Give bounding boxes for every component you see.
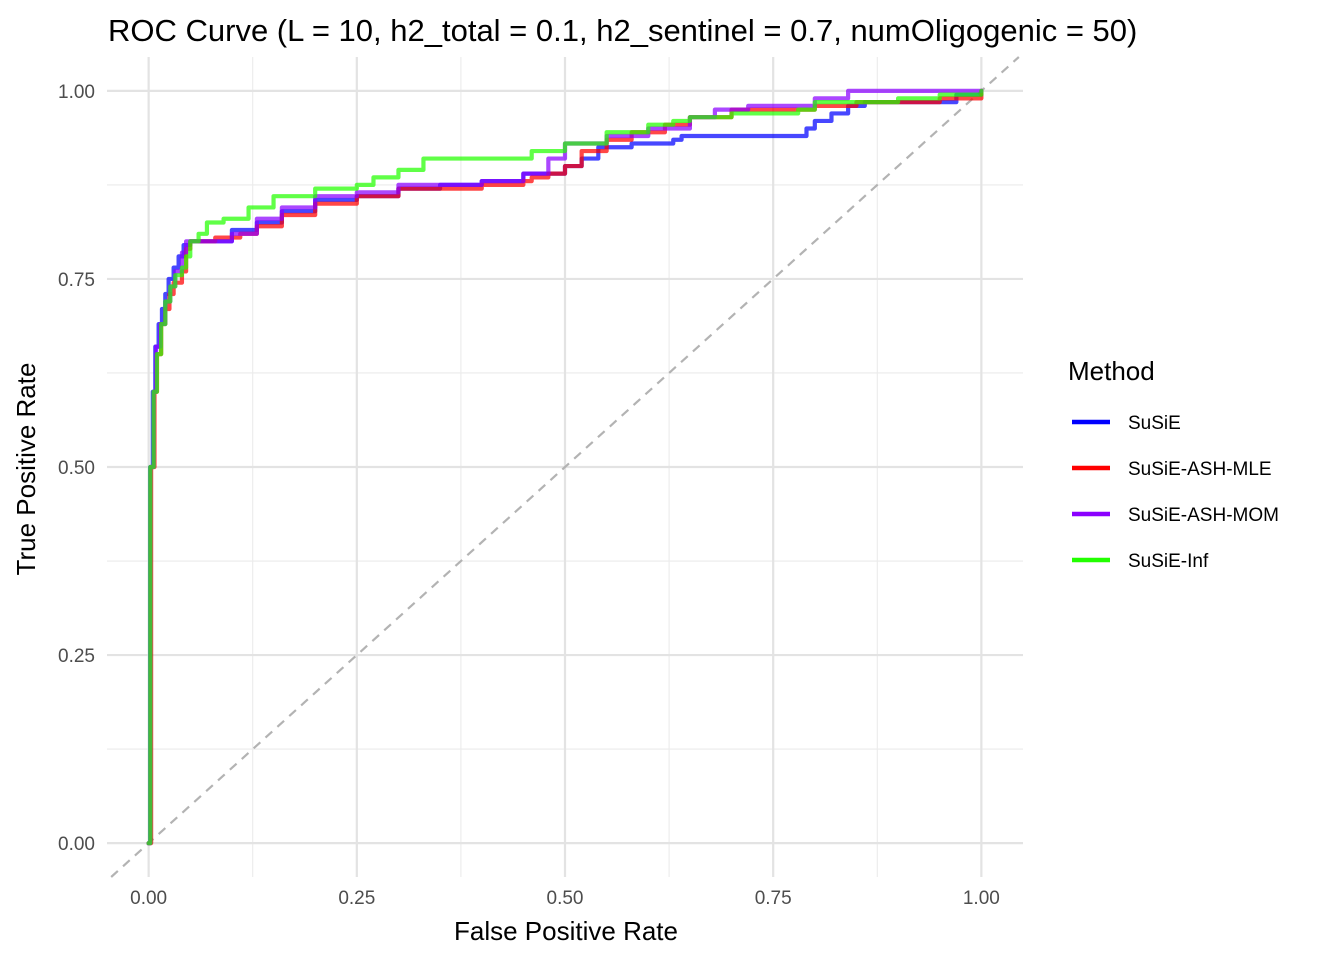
x-tick-label: 0.25 bbox=[338, 888, 375, 909]
x-tick-label: 0.75 bbox=[755, 888, 792, 909]
series-layer bbox=[146, 88, 984, 846]
legend-title: Method bbox=[1068, 356, 1155, 386]
legend-label: SuSiE bbox=[1128, 413, 1181, 434]
reference-layer bbox=[110, 56, 1020, 878]
legend-label: SuSiE-Inf bbox=[1128, 551, 1209, 572]
chart-title: ROC Curve (L = 10, h2_total = 0.1, h2_se… bbox=[108, 13, 1137, 48]
legend-items: SuSiE SuSiE-ASH-MLE SuSiE-ASH-MOM SuSiE-Inf bbox=[1072, 413, 1279, 572]
y-tick-labels: 0.00 0.25 0.50 0.75 1.00 bbox=[58, 82, 95, 855]
x-axis-title: False Positive Rate bbox=[454, 916, 678, 946]
series-line-susie-inf bbox=[146, 88, 984, 846]
y-tick-label: 0.00 bbox=[58, 834, 95, 855]
legend-label: SuSiE-ASH-MOM bbox=[1128, 505, 1279, 526]
y-axis-title: True Positive Rate bbox=[11, 363, 41, 576]
x-tick-labels: 0.00 0.25 0.50 0.75 1.00 bbox=[130, 888, 1000, 909]
diagonal-reference-line bbox=[110, 56, 1020, 878]
x-tick-label: 0.50 bbox=[547, 888, 584, 909]
legend-label: SuSiE-ASH-MLE bbox=[1128, 459, 1272, 480]
grid-layer bbox=[107, 57, 1023, 877]
x-tick-label: 0.00 bbox=[130, 888, 167, 909]
legend: Method SuSiESuSiE-ASH-MLESuSiE-ASH-MOMSu… bbox=[1068, 356, 1279, 572]
x-tick-label: 1.00 bbox=[963, 888, 1000, 909]
y-tick-label: 0.25 bbox=[58, 646, 95, 667]
y-tick-label: 0.75 bbox=[58, 270, 95, 291]
y-tick-label: 1.00 bbox=[58, 82, 95, 103]
y-tick-label: 0.50 bbox=[58, 458, 95, 479]
